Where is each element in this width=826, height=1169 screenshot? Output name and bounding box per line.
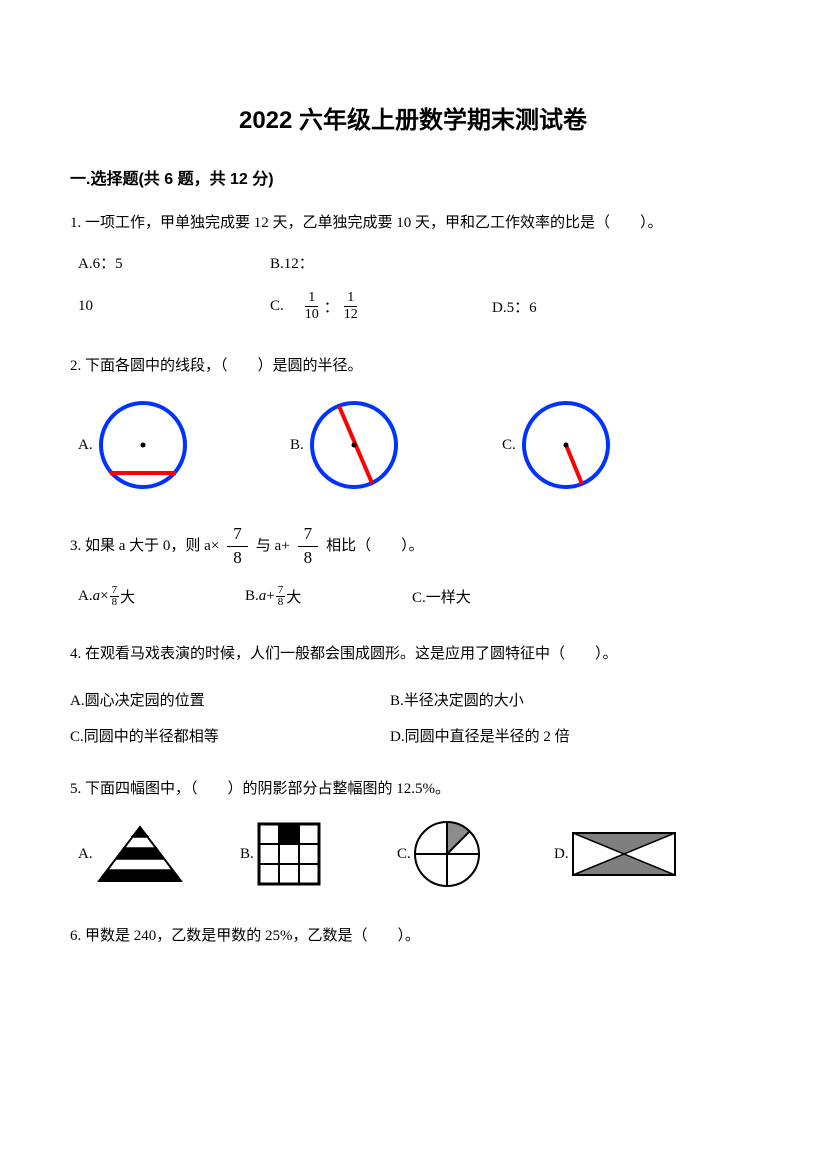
q5-d-label: D. — [554, 846, 569, 863]
q5-triangle-icon — [93, 823, 188, 885]
q1-c-colon: ： — [324, 296, 339, 317]
q1-options-row1: A.6：5 B.12： — [70, 252, 756, 273]
q2-options: A. B. C. — [70, 395, 756, 495]
q3-option-a: A. a × 7 8 大 — [78, 585, 233, 608]
q4-option-d: D.同圆中直径是半径的 2 倍 — [390, 719, 570, 755]
q1-options-row2: 10 C. 1 10 ： 1 12 D.5：6 — [70, 291, 756, 322]
q4-option-b: B.半径决定圆的大小 — [390, 683, 524, 719]
q5-option-a: A. — [78, 823, 228, 885]
question-6: 6. 甲数是 240，乙数是甲数的 25%，乙数是（ ）。 — [70, 920, 756, 953]
exam-title: 2022 六年级上册数学期末测试卷 — [70, 100, 756, 135]
q5-grid-icon — [254, 819, 324, 889]
q4-option-c: C.同圆中的半径都相等 — [70, 719, 390, 755]
q3-frac-2: 7 8 — [298, 525, 319, 567]
question-5: 5. 下面四幅图中，（ ）的阴影部分占整幅图的 12.5%。 — [70, 773, 756, 806]
q1-option-c: C. 1 10 ： 1 12 — [270, 291, 480, 322]
q3-text-3: 相比（ ）。 — [326, 530, 424, 563]
q3-text-1: 3. 如果 a 大于 0，则 a× — [70, 530, 219, 563]
q4-option-a: A.圆心决定园的位置 — [70, 683, 390, 719]
q3-option-b: B. a + 7 8 大 — [245, 585, 400, 608]
section-1-header: 一.选择题(共 6 题，共 12 分) — [70, 165, 756, 189]
q1-option-a: A.6：5 — [78, 252, 258, 273]
question-3: 3. 如果 a 大于 0，则 a× 7 8 与 a+ 7 8 相比（ ）。 — [70, 525, 756, 567]
q2-circle-c — [516, 395, 616, 495]
q5-option-b: B. — [240, 819, 385, 889]
q1-c-label: C. — [270, 298, 284, 315]
q5-c-label: C. — [397, 846, 411, 863]
q3-frac-1: 7 8 — [227, 525, 248, 567]
q1-c-frac2: 1 12 — [341, 291, 361, 322]
q3-text-2: 与 a+ — [256, 530, 290, 563]
q5-option-c: C. — [397, 818, 542, 890]
q5-option-d: D. — [554, 829, 679, 879]
q2-option-c: C. — [502, 395, 616, 495]
q2-c-label: C. — [502, 437, 516, 454]
q5-a-label: A. — [78, 846, 93, 863]
q2-circle-b — [304, 395, 404, 495]
q4-options: A.圆心决定园的位置 B.半径决定圆的大小 C.同圆中的半径都相等 D.同圆中直… — [70, 683, 756, 755]
q5-b-label: B. — [240, 846, 254, 863]
q1-option-b-part2: 10 — [78, 298, 258, 315]
q1-c-frac1: 1 10 — [302, 291, 322, 322]
q5-rectangle-icon — [569, 829, 679, 879]
question-4: 4. 在观看马戏表演的时候，人们一般都会围成圆形。这是应用了圆特征中（ ）。 — [70, 638, 756, 671]
q1-option-b-part1: B.12： — [270, 252, 314, 273]
q2-circle-a — [93, 395, 193, 495]
q2-option-a: A. — [78, 395, 278, 495]
q1-option-d: D.5：6 — [492, 296, 537, 317]
q2-b-label: B. — [290, 437, 304, 454]
q2-option-b: B. — [290, 395, 490, 495]
q3-option-c: C.一样大 — [412, 586, 471, 607]
question-1: 1. 一项工作，甲单独完成要 12 天，乙单独完成要 10 天，甲和乙工作效率的… — [70, 207, 756, 240]
q5-pie-icon — [411, 818, 483, 890]
q3-options: A. a × 7 8 大 B. a + 7 8 大 C.一样大 — [70, 585, 756, 608]
question-2: 2. 下面各圆中的线段，（ ）是圆的半径。 — [70, 350, 756, 383]
q2-a-label: A. — [78, 437, 93, 454]
q5-options: A. B. C. — [70, 818, 756, 890]
